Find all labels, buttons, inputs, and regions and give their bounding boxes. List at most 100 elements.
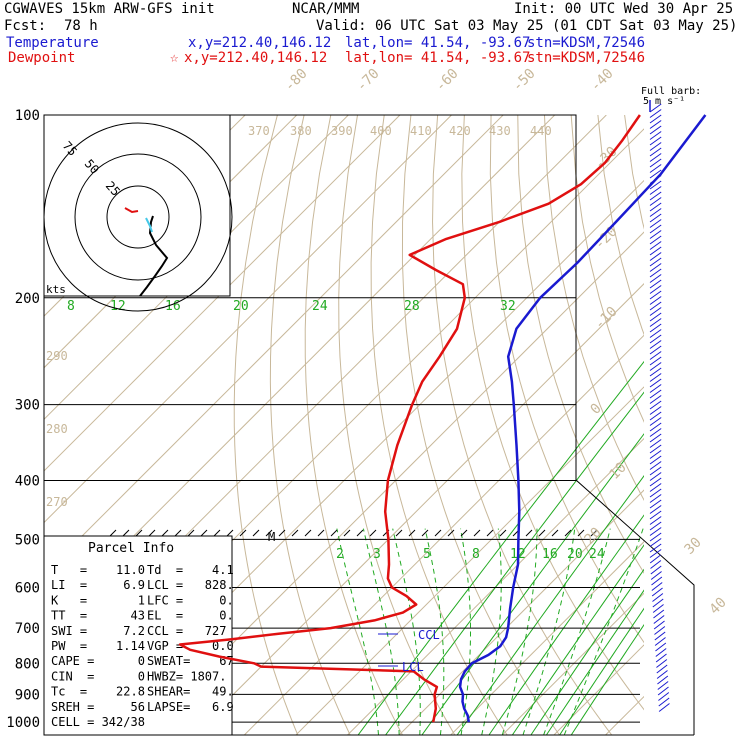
isotherm-label: -60 — [433, 66, 462, 95]
isotherm-line — [553, 644, 644, 735]
fcst-label: Fcst: — [4, 18, 47, 34]
isotherm-line — [398, 489, 644, 735]
temperature-xy: x,y=212.40,146.12 — [188, 35, 332, 51]
isotherm-label: -10 — [592, 304, 621, 333]
hodograph-ring-50 — [74, 153, 202, 281]
mixing-ratio-line — [488, 514, 644, 735]
wind-barb — [649, 301, 662, 311]
pressure-tick-label: 400 — [15, 474, 40, 490]
mixing-ratio-label: 16 — [542, 547, 558, 562]
theta-label: 270 — [46, 495, 68, 509]
barb-legend-line2: 5 m s⁻¹ — [643, 96, 686, 107]
wind-barb — [649, 224, 662, 234]
wind-barb — [649, 296, 662, 305]
dry-adiabat-line — [651, 115, 740, 735]
parcel-row-right: HWBZ= 1807. — [147, 669, 226, 683]
wind-barb — [654, 626, 666, 635]
wind-barb — [656, 659, 668, 668]
parcel-row-right: SWEAT= 67 — [147, 654, 234, 668]
hatch-mark — [590, 529, 598, 537]
barb-legend-line1: Full barb: — [641, 86, 702, 97]
temperature-profile — [458, 114, 707, 723]
parcel-info-frame — [43, 535, 233, 736]
wind-barb — [649, 488, 662, 498]
isotherm-line — [605, 695, 644, 735]
temperature-station: stn=KDSM,72546 — [527, 35, 646, 51]
pressure-tick-label: 900 — [15, 687, 40, 703]
parcel-row-left: T = 11.0 — [51, 563, 145, 577]
parcel-row-left: K = 1 — [51, 593, 145, 607]
wind-barb — [649, 158, 662, 168]
frame-right — [230, 114, 695, 735]
hatch-mark — [525, 529, 533, 537]
wind-barb — [649, 461, 662, 470]
hatch-mark — [473, 529, 481, 537]
dry-adiabat-line — [233, 115, 299, 735]
wind-barb — [649, 153, 662, 162]
fcst-value: 78 h — [64, 18, 98, 34]
hatch-mark — [187, 529, 195, 537]
parcel-row-left: PW = 1.14 — [51, 639, 145, 653]
mixing-ratio-label: 12 — [110, 299, 126, 314]
dry-adiabat-line — [489, 115, 644, 644]
hatch-mark — [356, 529, 364, 537]
isotherm-label: -40 — [588, 66, 617, 95]
theta-label: 390 — [331, 124, 353, 138]
wind-barb — [649, 323, 662, 333]
hatch-mark — [135, 529, 143, 537]
parcel-row-right: SHEAR= 49. — [147, 685, 234, 699]
pressure-tick-label: 200 — [15, 291, 40, 307]
isotherm-line — [347, 437, 644, 735]
mixing-ratio-label: 20 — [233, 299, 249, 314]
wind-barb — [649, 246, 662, 256]
parcel-row-right: Td = 4.1 — [147, 563, 234, 577]
wind-barb — [649, 164, 662, 173]
dry-adiabat-line — [705, 115, 740, 735]
mixing-ratio-label: 20 — [567, 547, 583, 562]
wind-barb — [649, 197, 662, 206]
wind-barb — [649, 147, 662, 157]
wind-barb — [649, 433, 662, 443]
wind-barb — [649, 202, 662, 212]
hatch-mark — [226, 529, 234, 537]
mixing-ratio-label: 2 — [336, 547, 344, 562]
parcel-info-title: Parcel Info — [88, 541, 174, 556]
isotherm-line — [44, 115, 504, 575]
hatch-mark — [330, 529, 338, 537]
wind-barb — [658, 703, 670, 712]
wind-barb — [649, 114, 662, 124]
wind-barb — [649, 516, 662, 525]
wind-barb — [652, 604, 664, 613]
hodograph-unit: kts — [46, 283, 66, 296]
dry-adiabat-line — [269, 115, 351, 735]
pressure-tick-label: 700 — [15, 621, 40, 637]
hodograph: 75 50 25 kts — [43, 114, 233, 312]
isotherm-line — [657, 115, 740, 735]
wind-barb — [656, 670, 668, 679]
mixing-ratio-label: 5 — [423, 547, 431, 562]
wind-barb — [649, 499, 662, 509]
theta-label: 440 — [530, 124, 552, 138]
wind-barb — [649, 505, 662, 514]
hatch-mark — [265, 529, 273, 537]
hatch-mark — [122, 529, 130, 537]
wind-barb — [649, 554, 661, 564]
annotation-m: M — [268, 530, 275, 544]
hatch-mark — [291, 529, 299, 537]
pressure-tick-label: 300 — [15, 398, 40, 414]
wind-barb — [649, 307, 662, 316]
hatch-mark — [408, 529, 416, 537]
wind-barb — [649, 263, 662, 272]
temperature-latlon: lat,lon= 41.54, -93.67 — [345, 35, 531, 51]
wind-barb — [649, 483, 662, 492]
pressure-tick-label: 100 — [15, 108, 40, 124]
parcel-row-right: LAPSE= 6.9 — [147, 700, 234, 714]
mixing-ratio-line — [545, 589, 644, 735]
wind-barb — [655, 653, 667, 663]
wind-barb — [653, 615, 665, 624]
dry-adiabat-line — [338, 115, 456, 735]
parcel-info-box: Parcel Info T = 11.0 Td = 4.1LI = 6.9 LCL … — [43, 535, 234, 736]
wind-barb — [652, 593, 664, 602]
wind-barb — [654, 637, 666, 646]
